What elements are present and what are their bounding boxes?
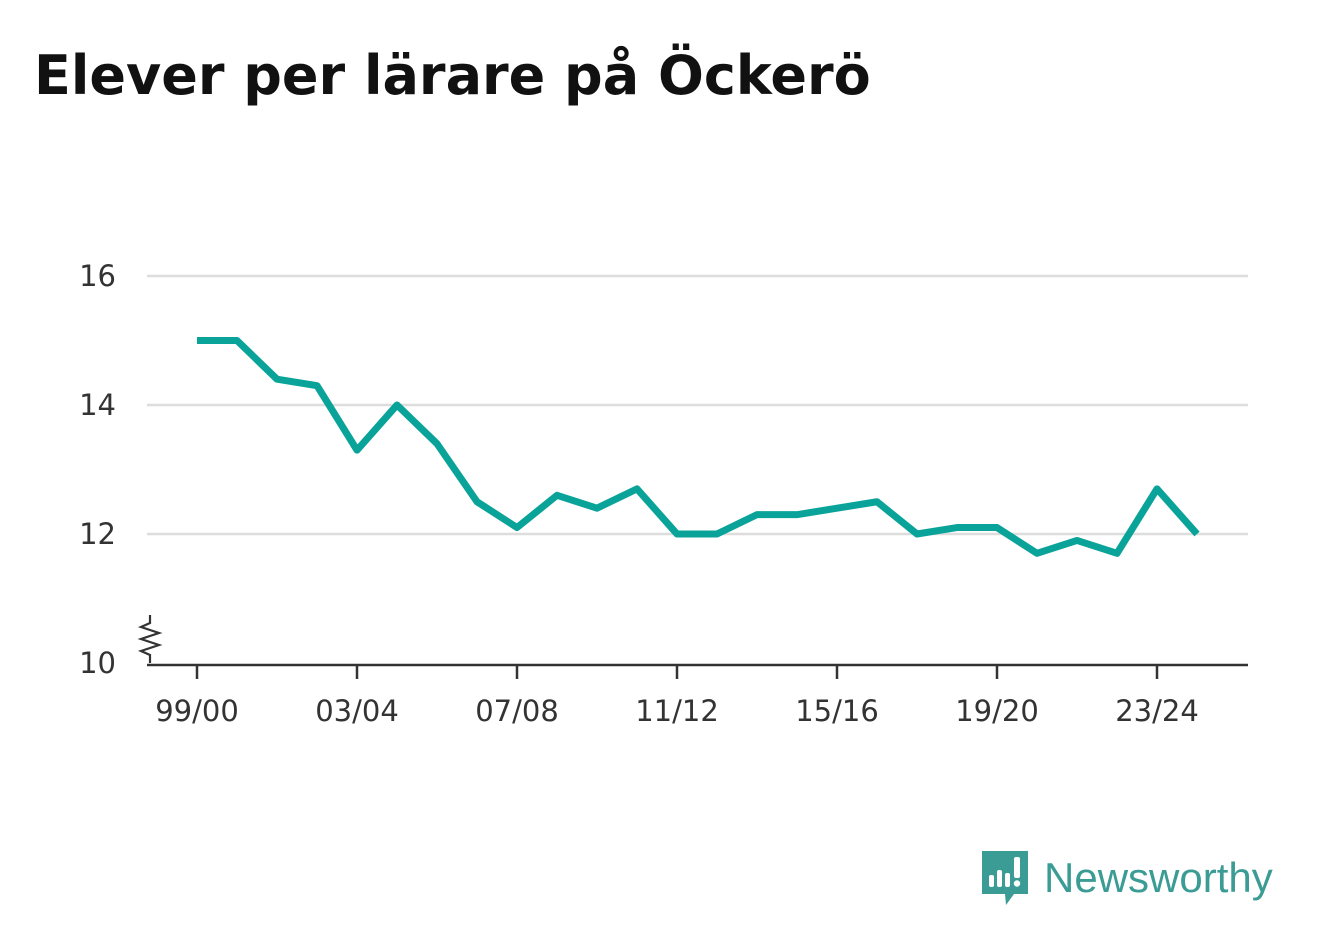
y-tick-label: 14: [79, 388, 116, 422]
brand-name: Newsworthy: [1044, 854, 1273, 901]
chart-title: Elever per lärare på Öckerö: [34, 44, 871, 107]
series-layer: [196, 337, 1200, 557]
x-tick-label: 15/16: [795, 694, 879, 728]
gridlines: [147, 274, 1248, 536]
x-tick-label: 99/00: [155, 694, 239, 728]
x-axis: [137, 615, 1248, 667]
x-tick-label: 03/04: [315, 694, 399, 728]
y-tick-label: 10: [79, 646, 116, 680]
x-axis-ticks: 99/00 03/04 07/08 11/12 15/16 19/20 23/24: [155, 665, 1199, 728]
x-tick-label: 19/20: [955, 694, 1039, 728]
x-tick-label: 23/24: [1115, 694, 1199, 728]
y-axis-ticks: 10 12 14 16: [79, 259, 116, 680]
x-tick-label: 11/12: [635, 694, 719, 728]
axis-break-marker: [137, 615, 163, 663]
x-tick-label: 07/08: [475, 694, 559, 728]
y-tick-label: 12: [79, 517, 116, 551]
y-tick-label: 16: [79, 259, 116, 293]
series-line: [197, 337, 1200, 557]
brand-logo: Newsworthy: [980, 848, 1273, 908]
newsworthy-logo-icon: [982, 851, 1028, 905]
